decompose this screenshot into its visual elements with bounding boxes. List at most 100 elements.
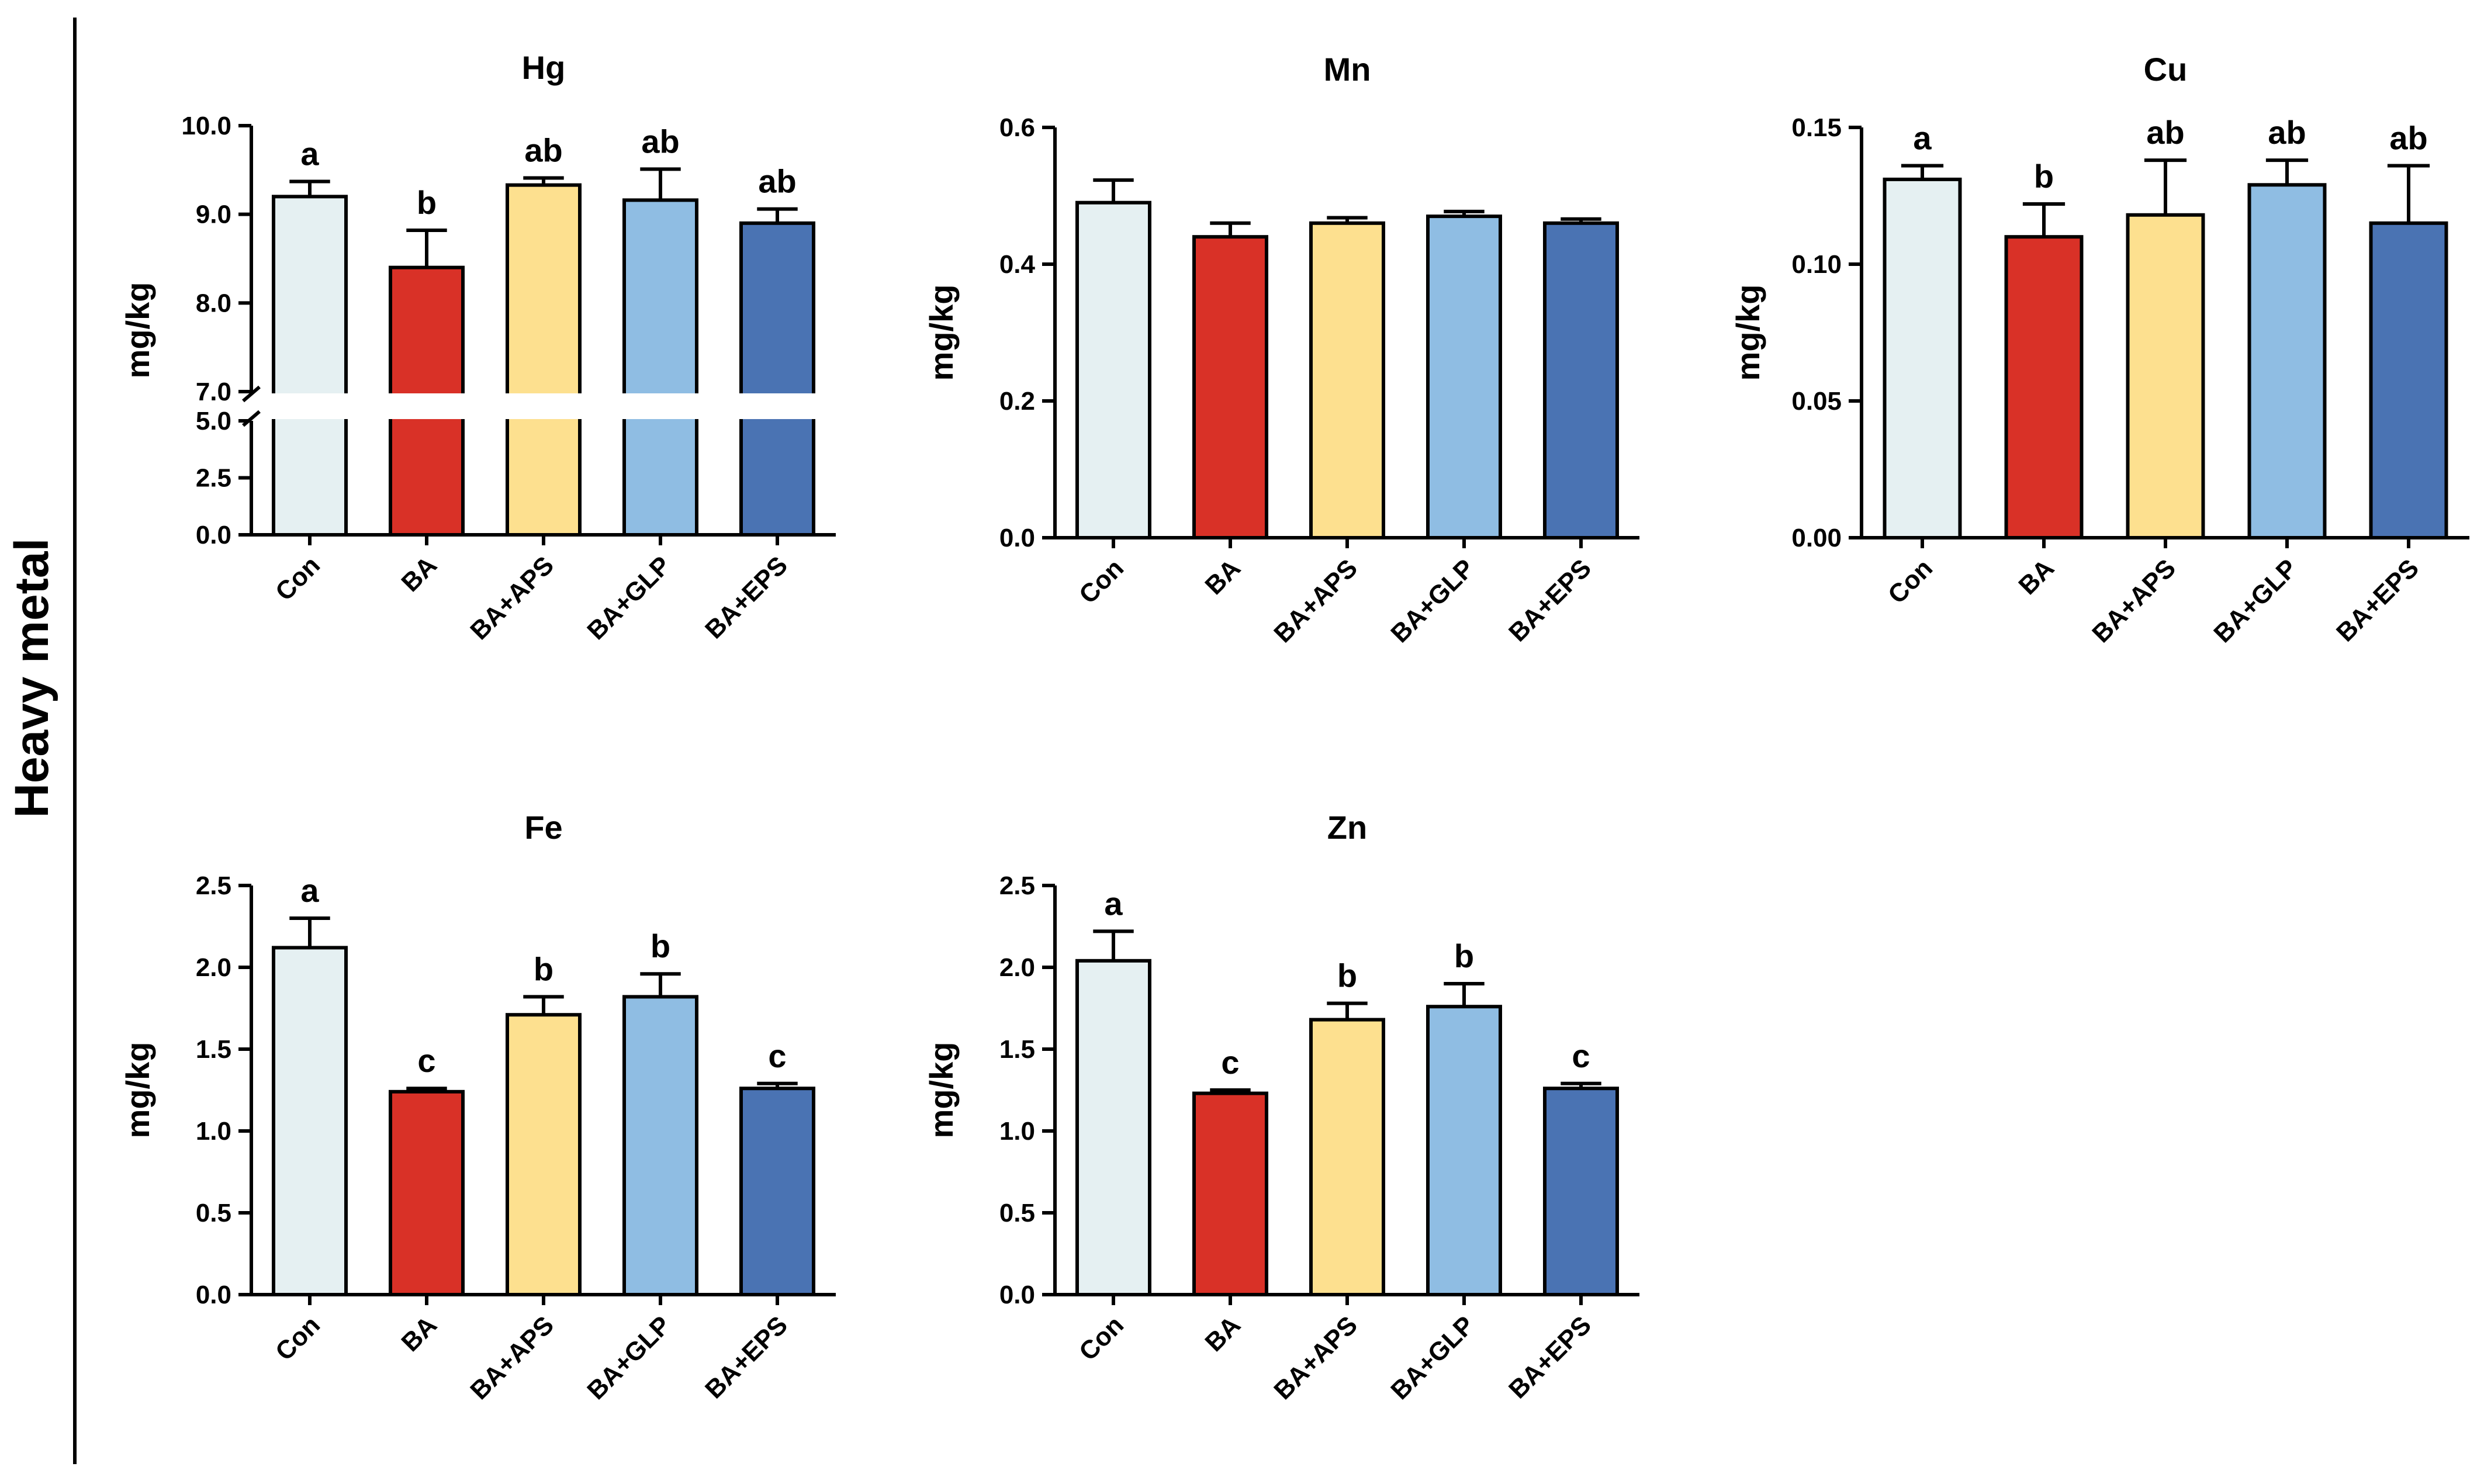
x-tick-label-ba-glp: BA+GLP <box>1385 554 1480 648</box>
significance-letter-ba-glp: b <box>651 928 670 964</box>
significance-letter-con: a <box>1913 120 1932 157</box>
bar-con <box>272 195 348 537</box>
bar-ba <box>389 1089 465 1297</box>
x-tick-label-ba: BA <box>1199 1310 1246 1357</box>
y-axis-label: mg/kg <box>923 1042 960 1139</box>
bar-ba-eps <box>2369 221 2448 539</box>
bar-con <box>1075 200 1151 539</box>
y-tick-label: 0.6 <box>999 113 1035 142</box>
axis-break-mark <box>242 385 261 403</box>
significance-letter-con: a <box>300 872 319 909</box>
significance-letter-ba-aps: b <box>534 950 553 987</box>
x-tick-label-ba-aps: BA+APS <box>465 1310 559 1405</box>
y-tick-label: 0.05 <box>1791 387 1842 416</box>
x-tick-label-ba-eps: BA+EPS <box>700 551 793 644</box>
bar-ba <box>1192 1091 1268 1296</box>
significance-letter-ba: b <box>417 184 437 221</box>
axis-break-mark <box>242 410 261 427</box>
y-axis-label: mg/kg <box>119 1042 156 1139</box>
x-tick-label-con: Con <box>270 551 326 606</box>
chart-hg: Hg mg/kg a Con b BA ab BA+APS ab BA+GLP ab BA+EPS 0.… <box>119 49 839 645</box>
x-tick-label-ba-glp: BA+GLP <box>2208 554 2303 648</box>
y-tick-label: 0.5 <box>196 1199 231 1227</box>
bar-ba <box>2004 235 2084 539</box>
x-tick-label-ba-aps: BA+APS <box>1268 1310 1363 1405</box>
y-tick-label: 2.0 <box>999 953 1035 982</box>
significance-letter-ba-aps: ab <box>524 132 562 168</box>
bar-ba-aps <box>1309 1018 1385 1296</box>
chart-fe: Fe mg/kg a Con c BA b BA+APS b BA+GLP c BA+EPS 0.0 0.… <box>119 809 836 1405</box>
bar-ba-glp <box>622 995 698 1297</box>
x-tick-label-ba: BA <box>396 551 442 597</box>
x-tick-label-ba-aps: BA+APS <box>1268 554 1363 648</box>
bar-ba-glp <box>1426 215 1502 540</box>
x-tick-label-ba-glp: BA+GLP <box>1385 1310 1480 1405</box>
significance-letter-ba-eps: c <box>1572 1037 1590 1074</box>
bar-ba-glp <box>1426 1005 1502 1296</box>
chart-zn: Zn mg/kg a Con c BA b BA+APS b BA+GLP c BA+EPS 0.0 0.… <box>923 809 1639 1405</box>
x-tick-label-ba-eps: BA+EPS <box>2331 554 2424 647</box>
significance-letter-ba-eps: ab <box>758 163 796 200</box>
x-tick-label-ba-eps: BA+EPS <box>1503 1310 1597 1404</box>
y-tick-label: 0.0 <box>196 1281 231 1309</box>
y-tick-label: 0.15 <box>1791 113 1842 142</box>
significance-letter-con: a <box>1104 885 1123 922</box>
y-tick-label: 1.0 <box>999 1117 1035 1146</box>
bar-ba <box>1192 235 1268 539</box>
significance-letter-con: a <box>300 136 319 172</box>
bar-ba-glp <box>622 198 698 537</box>
x-tick-label-ba-aps: BA+APS <box>2087 554 2181 648</box>
y-tick-label: 0.0 <box>999 1281 1035 1309</box>
x-tick-label-ba: BA <box>396 1310 442 1357</box>
y-tick-label: 2.0 <box>196 953 231 982</box>
chart-title: Hg <box>522 49 566 86</box>
y-tick-label: 2.5 <box>196 464 231 493</box>
x-tick-label-ba-eps: BA+EPS <box>1503 554 1597 647</box>
significance-letter-ba: c <box>1221 1044 1239 1081</box>
y-tick-label: 2.5 <box>196 871 231 900</box>
x-tick-label-con: Con <box>1074 554 1129 609</box>
y-axis-label: mg/kg <box>923 285 960 381</box>
y-axis-label: mg/kg <box>119 282 156 379</box>
bar-con <box>272 946 348 1296</box>
chart-cu: Cu mg/kg a Con b BA ab BA+APS ab BA+GLP ab BA+EPS 0.… <box>1729 51 2469 648</box>
significance-letter-ba-aps: b <box>1337 957 1357 994</box>
axis-break-gap <box>243 393 839 419</box>
y-tick-label: 7.0 <box>196 378 231 406</box>
y-tick-label: 8.0 <box>196 289 231 317</box>
bar-ba-eps <box>1543 1087 1619 1296</box>
significance-letter-ba-glp: ab <box>641 123 679 160</box>
significance-letter-ba-eps: ab <box>2389 120 2427 157</box>
chart-title: Zn <box>1327 809 1367 846</box>
x-tick-label-con: Con <box>1883 554 1938 609</box>
y-axis-label: mg/kg <box>1729 285 1766 381</box>
y-tick-label: 10.0 <box>181 112 231 140</box>
x-tick-label-con: Con <box>1074 1310 1129 1366</box>
chart-title: Cu <box>2144 51 2188 88</box>
y-tick-label: 5.0 <box>196 407 231 435</box>
x-tick-label-con: Con <box>270 1310 326 1366</box>
x-tick-label-ba: BA <box>1199 554 1246 600</box>
significance-letter-ba-glp: ab <box>2268 114 2306 151</box>
bar-con <box>1883 177 1962 540</box>
bar-ba-aps <box>506 183 582 537</box>
significance-letter-ba-aps: ab <box>2146 114 2184 151</box>
significance-letter-ba: c <box>417 1042 435 1079</box>
bar-ba-eps <box>739 221 815 537</box>
y-tick-label: 0.10 <box>1791 250 1842 279</box>
y-tick-label: 0.2 <box>999 387 1035 416</box>
y-tick-label: 2.5 <box>999 871 1035 900</box>
bar-ba-aps <box>1309 221 1385 539</box>
side-label: Heavy metal <box>5 538 58 818</box>
y-tick-label: 1.5 <box>999 1035 1035 1064</box>
y-tick-label: 0.0 <box>196 521 231 549</box>
x-tick-label-ba-eps: BA+EPS <box>700 1310 793 1404</box>
x-tick-label-ba: BA <box>2013 554 2060 600</box>
bar-ba-aps <box>2126 213 2205 539</box>
significance-letter-ba: b <box>2034 158 2054 195</box>
y-tick-label: 0.5 <box>999 1199 1035 1227</box>
y-tick-label: 1.0 <box>196 1117 231 1146</box>
y-tick-label: 0.4 <box>999 250 1036 279</box>
y-tick-label: 0.00 <box>1791 524 1842 552</box>
